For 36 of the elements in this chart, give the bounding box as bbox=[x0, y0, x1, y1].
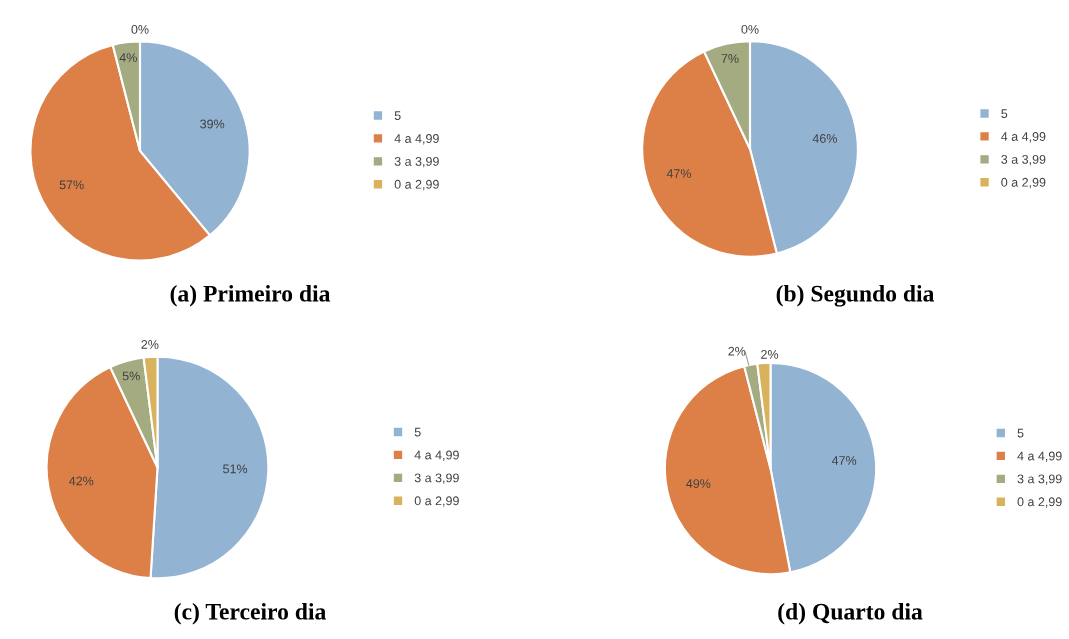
legend-label: 0 a 2,99 bbox=[414, 496, 459, 507]
data-label: 7% bbox=[721, 54, 739, 63]
text: (b) Segundo dia bbox=[776, 285, 935, 307]
text: (a) Primeiro dia bbox=[170, 285, 331, 307]
data-label: 42% bbox=[69, 476, 94, 486]
data-label: 39% bbox=[200, 119, 225, 129]
data-label: 57% bbox=[59, 180, 84, 190]
legend-label: 3 a 3,99 bbox=[1017, 474, 1062, 485]
data-label: 49% bbox=[686, 479, 711, 488]
legend-label: 4 a 4,99 bbox=[394, 134, 439, 145]
legend-label: 0 a 2,99 bbox=[394, 179, 439, 191]
legend-label: 3 a 3,99 bbox=[394, 156, 439, 168]
legend-label: 3 a 3,99 bbox=[1001, 154, 1046, 166]
legend-label: 0 a 2,99 bbox=[1001, 177, 1046, 189]
legend-label: 3 a 3,99 bbox=[414, 473, 459, 484]
data-label: 2% bbox=[761, 349, 779, 359]
legend-label: 0 a 2,99 bbox=[1017, 497, 1062, 508]
legend-label: 5 bbox=[1017, 428, 1024, 438]
data-label: 2% bbox=[728, 346, 746, 356]
legend-label: 5 bbox=[1001, 109, 1008, 118]
data-label: 46% bbox=[812, 134, 837, 143]
data-label: 4% bbox=[119, 53, 137, 62]
text: (c) Terceiro dia bbox=[174, 603, 326, 625]
data-label: 47% bbox=[831, 456, 857, 465]
text: 0% bbox=[741, 24, 759, 34]
legend-label: 4 a 4,99 bbox=[1017, 451, 1062, 462]
text: (d) Quarto dia bbox=[778, 603, 923, 625]
data-label: 2% bbox=[141, 340, 159, 349]
legend-label: 4 a 4,99 bbox=[1001, 132, 1046, 143]
data-label: 5% bbox=[122, 371, 140, 381]
data-label: 47% bbox=[666, 169, 692, 178]
legend-label: 5 bbox=[414, 427, 421, 437]
legend-label: 4 a 4,99 bbox=[414, 450, 459, 461]
text: 0% bbox=[131, 24, 149, 34]
data-label: 51% bbox=[223, 464, 248, 474]
legend-label: 5 bbox=[394, 111, 401, 120]
